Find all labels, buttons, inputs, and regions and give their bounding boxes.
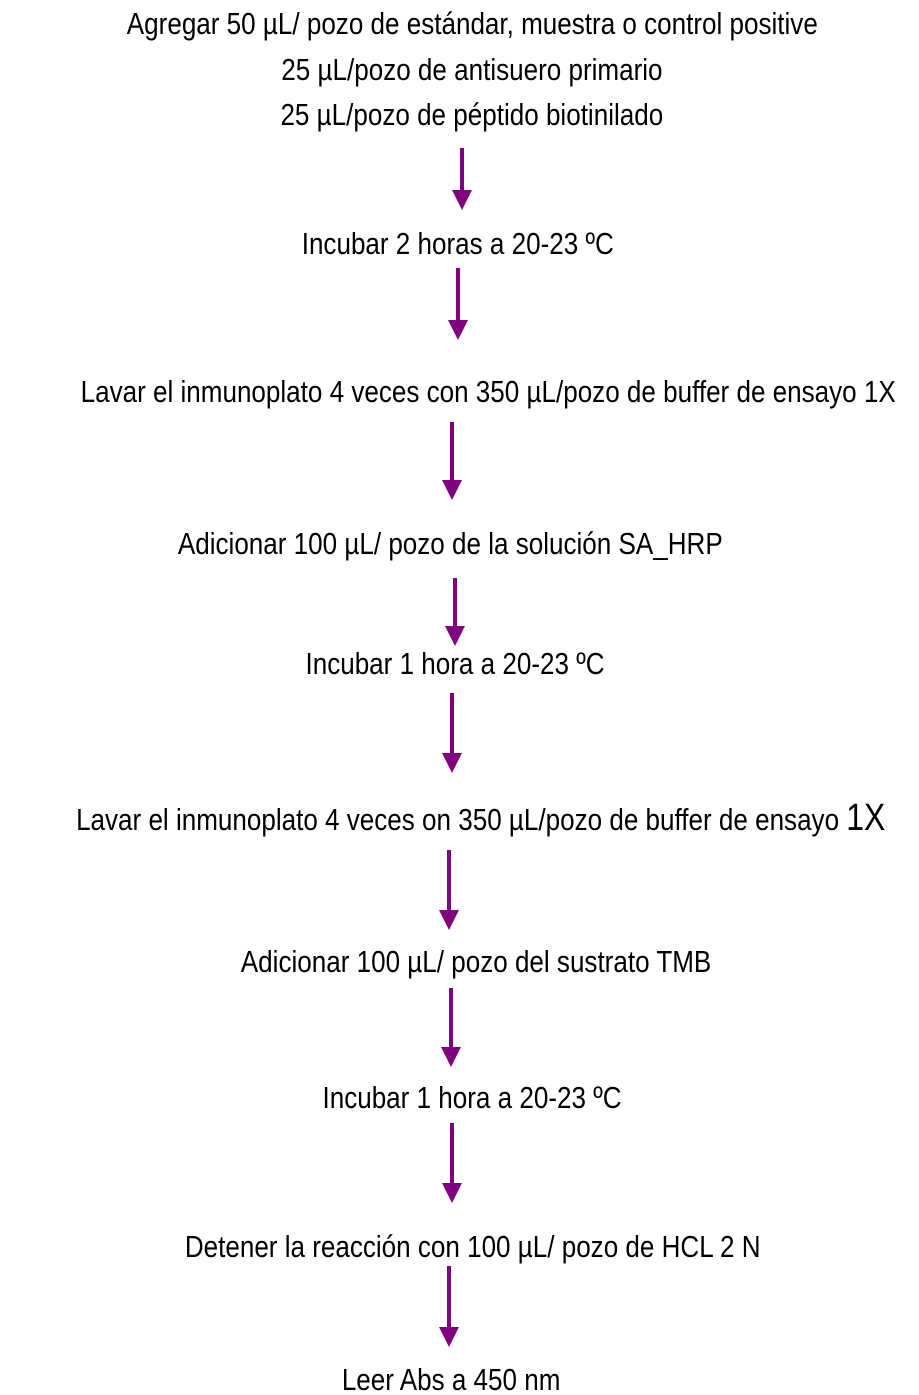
step-text: Adicionar 100 µL/ pozo de la solución SA…: [0, 526, 910, 562]
step-label: 25 µL/pozo de antisuero primario: [281, 52, 663, 87]
step-text: Incubar 1 hora a 20-23 ºC: [0, 646, 915, 682]
step-text: Agregar 50 µL/ pozo de estándar, muestra…: [13, 6, 919, 42]
step-label: Incubar 1 hora a 20-23 ºC: [305, 646, 605, 681]
step-label: Detener la reacción con 100 µL/ pozo de …: [185, 1229, 761, 1264]
step-text: Incubar 1 hora a 20-23 ºC: [13, 1080, 919, 1116]
step-text: Leer Abs a 450 nm: [0, 1362, 911, 1395]
step-text: 25 µL/pozo de péptido biotinilado: [13, 97, 919, 133]
step-label: Lavar el inmunoplato 4 veces on 350 µL/p…: [75, 797, 885, 839]
step-text: 25 µL/pozo de antisuero primario: [13, 52, 919, 88]
step-text: Lavar el inmunoplato 4 veces on 350 µL/p…: [0, 797, 918, 839]
step-text: Incubar 2 horas a 20-23 ºC: [0, 226, 918, 262]
step-suffix: 1X: [845, 797, 885, 839]
step-text: Detener la reacción con 100 µL/ pozo de …: [14, 1229, 919, 1265]
step-label: Adicionar 100 µL/ pozo del sustrato TMB: [240, 944, 712, 979]
step-label: Agregar 50 µL/ pozo de estándar, muestra…: [126, 6, 818, 41]
step-label: Adicionar 100 µL/ pozo de la solución SA…: [177, 526, 723, 561]
step-label: Incubar 1 hora a 20-23 ºC: [322, 1080, 622, 1115]
step-text: Lavar el inmunoplato 4 veces con 350 µL/…: [3, 374, 919, 410]
step-text: Adicionar 100 µL/ pozo del sustrato TMB: [17, 944, 919, 980]
step-label: Leer Abs a 450 nm: [341, 1362, 561, 1395]
step-label: Incubar 2 horas a 20-23 ºC: [301, 226, 615, 261]
step-label: 25 µL/pozo de péptido biotinilado: [280, 97, 664, 132]
step-label: Lavar el inmunoplato 4 veces con 350 µL/…: [80, 374, 896, 409]
